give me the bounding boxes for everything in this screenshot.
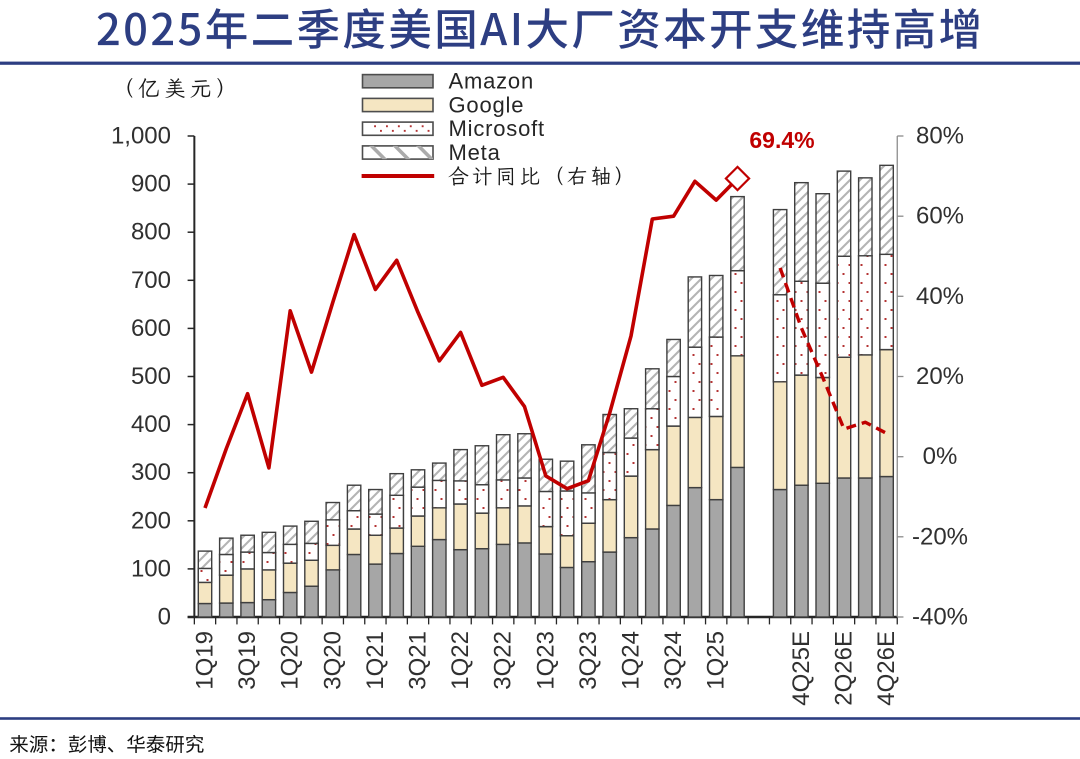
svg-text:-40%: -40% [912,604,968,631]
svg-text:Google: Google [449,93,525,118]
svg-text:2Q26E: 2Q26E [831,631,858,706]
svg-text:3Q24: 3Q24 [660,631,687,690]
svg-text:20%: 20% [916,363,964,390]
svg-text:300: 300 [131,459,171,486]
svg-text:Microsoft: Microsoft [449,116,545,141]
svg-text:4Q25E: 4Q25E [788,631,815,706]
svg-text:400: 400 [131,411,171,438]
svg-text:Amazon: Amazon [449,69,535,94]
svg-text:Meta: Meta [449,140,501,165]
svg-text:-20%: -20% [912,523,968,550]
svg-text:0%: 0% [923,443,958,470]
svg-text:69.4%: 69.4% [749,127,814,153]
svg-text:1Q25: 1Q25 [703,631,730,690]
svg-text:600: 600 [131,315,171,342]
svg-text:3Q21: 3Q21 [405,631,432,690]
svg-text:3Q19: 3Q19 [234,631,261,690]
svg-text:4Q26E: 4Q26E [873,631,900,706]
svg-text:3Q22: 3Q22 [490,631,517,690]
svg-text:900: 900 [131,171,171,198]
svg-text:100: 100 [131,555,171,582]
svg-text:1Q24: 1Q24 [618,631,645,690]
svg-text:700: 700 [131,267,171,294]
svg-text:40%: 40% [916,283,964,310]
svg-text:3Q20: 3Q20 [319,631,346,690]
svg-text:1Q23: 1Q23 [532,631,559,690]
svg-text:1Q22: 1Q22 [447,631,474,690]
svg-text:3Q23: 3Q23 [575,631,602,690]
svg-text:60%: 60% [916,203,964,230]
svg-text:1,000: 1,000 [111,123,171,150]
svg-text:500: 500 [131,363,171,390]
svg-text:800: 800 [131,219,171,246]
svg-text:1Q20: 1Q20 [277,631,304,690]
svg-text:0: 0 [158,604,171,631]
svg-text:1Q19: 1Q19 [192,631,219,690]
svg-text:200: 200 [131,507,171,534]
svg-text:80%: 80% [916,123,964,150]
svg-text:1Q21: 1Q21 [362,631,389,690]
